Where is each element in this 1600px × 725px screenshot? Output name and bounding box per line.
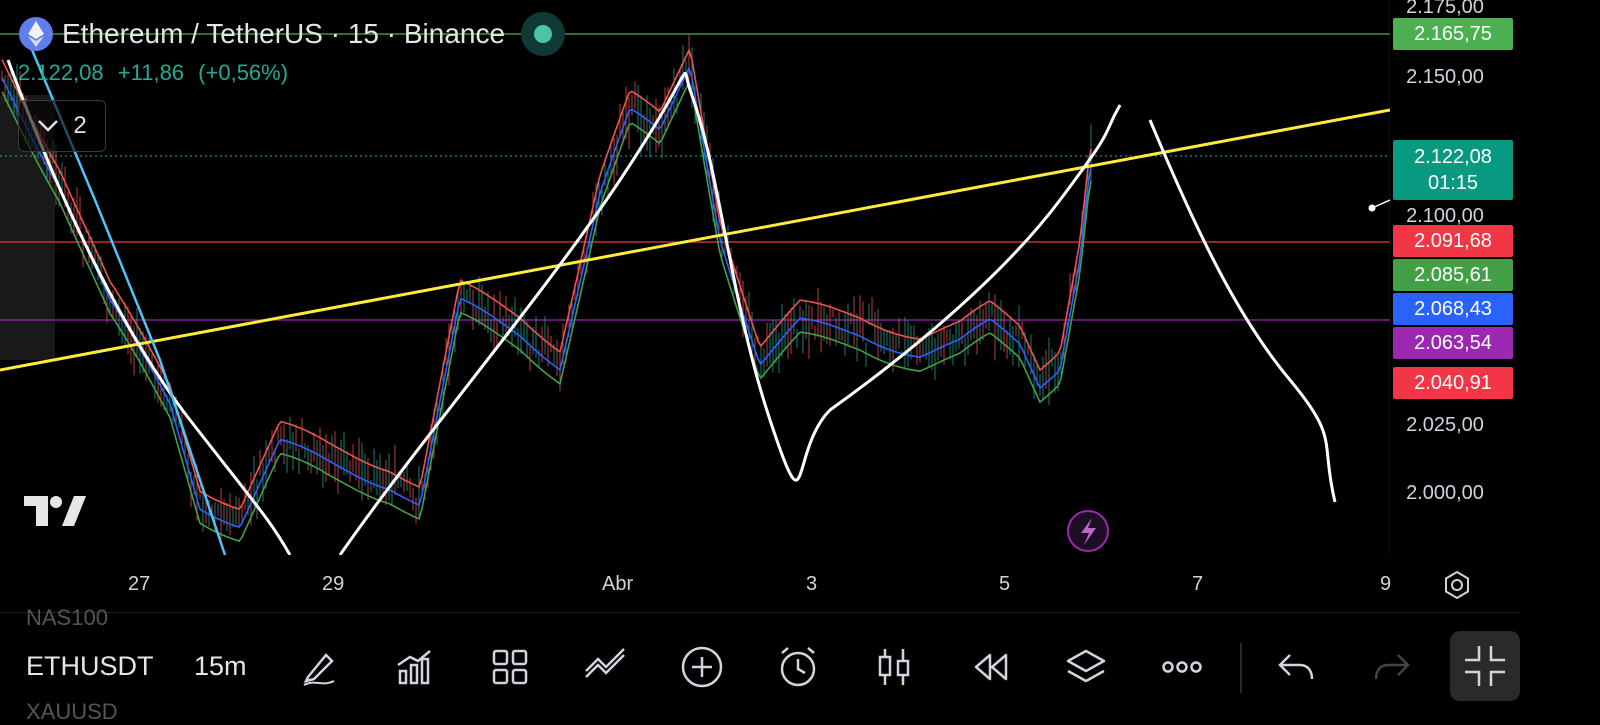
more-icon[interactable]	[1158, 643, 1206, 691]
bottom-toolbar: NAS100 ETHUSDT XAUUSD 15m	[0, 605, 1520, 724]
symbol-selector[interactable]: ETHUSDT	[26, 651, 154, 681]
drawing-white-3[interactable]	[1148, 119, 1337, 503]
market-status-icon[interactable]	[521, 12, 566, 56]
alert-icon[interactable]	[774, 643, 822, 691]
time-label: Abr	[602, 573, 634, 595]
minimize-icon	[1465, 646, 1505, 686]
price-badge-hline[interactable]: 2.165,75	[1393, 18, 1513, 50]
moving-averages	[1, 48, 1092, 543]
next-symbol[interactable]: XAUUSD	[26, 699, 118, 724]
fullscreen-exit-button[interactable]	[1450, 631, 1520, 701]
drawing-white-2[interactable]	[338, 71, 1122, 555]
tradingview-logo[interactable]	[22, 494, 86, 533]
layers-icon[interactable]	[1062, 643, 1110, 691]
pencil-icon[interactable]	[296, 643, 344, 691]
trend-line-yellow[interactable]	[0, 108, 1390, 372]
interval-selector[interactable]: 15m	[194, 651, 247, 681]
price-badge-last[interactable]: 2.122,08 01:15	[1393, 140, 1513, 200]
indicators-icon[interactable]	[390, 643, 438, 691]
chart-area[interactable]	[0, 0, 1390, 555]
price-chart[interactable]	[0, 0, 1390, 555]
last-price: 2.122,08	[18, 60, 104, 85]
indicators-count: 2	[73, 112, 87, 139]
time-label: 9	[1380, 573, 1392, 595]
time-label: 3	[806, 573, 818, 595]
price-badge-blue-ma[interactable]: 2.068,43	[1393, 293, 1513, 325]
last-price-value: 2.122,08	[1414, 146, 1492, 168]
time-label: 27	[128, 573, 151, 595]
ma-blue	[1, 66, 1092, 529]
ethereum-icon	[18, 16, 54, 52]
compare-icon[interactable]	[582, 643, 630, 691]
time-label: 29	[322, 573, 345, 595]
price-badge-green-ma[interactable]: 2.085,61	[1393, 259, 1513, 291]
time-label: 7	[1192, 573, 1204, 595]
undo-icon[interactable]	[1272, 643, 1320, 691]
redo-icon[interactable]	[1368, 643, 1416, 691]
candles-icon[interactable]	[870, 643, 918, 691]
price-badge-red-line[interactable]: 2.091,68	[1393, 225, 1513, 257]
drawing-handle[interactable]	[1368, 204, 1376, 212]
toolbar-separator	[1240, 643, 1242, 693]
replay-icon[interactable]	[966, 643, 1014, 691]
prev-symbol[interactable]: NAS100	[26, 605, 108, 630]
layout-grid-icon[interactable]	[486, 643, 534, 691]
settings-icon[interactable]	[1442, 570, 1472, 605]
chart-header: Ethereum / TetherUS · 15 · Binance	[0, 12, 566, 56]
price-summary: 2.122,08 +11,86 (+0,56%)	[18, 60, 296, 86]
time-label: 5	[999, 573, 1011, 595]
price-badge-red-ma[interactable]: 2.040,91	[1393, 367, 1513, 399]
price-change-pct: (+0,56%)	[198, 60, 289, 85]
bar-countdown: 01:15	[1427, 172, 1479, 194]
price-change: +11,86	[117, 60, 185, 85]
chevron-down-icon	[38, 120, 59, 132]
indicators-toggle-button[interactable]: 2	[18, 100, 106, 152]
ma-green	[1, 80, 1092, 543]
price-label: 2.000,00	[1406, 482, 1484, 504]
price-label: 2.175,00	[1406, 0, 1484, 18]
price-badge-purple-line[interactable]: 2.063,54	[1393, 327, 1513, 359]
ma-red	[1, 48, 1092, 511]
price-label: 2.150,00	[1406, 66, 1484, 88]
price-label: 2.100,00	[1406, 205, 1484, 227]
candles-group	[1, 35, 1092, 547]
symbol-title[interactable]: Ethereum / TetherUS · 15 · Binance	[62, 18, 506, 49]
drawing-white-1[interactable]	[6, 59, 292, 555]
price-label: 2.025,00	[1406, 414, 1484, 436]
add-icon[interactable]	[678, 643, 726, 691]
lightning-icon	[1081, 518, 1096, 545]
